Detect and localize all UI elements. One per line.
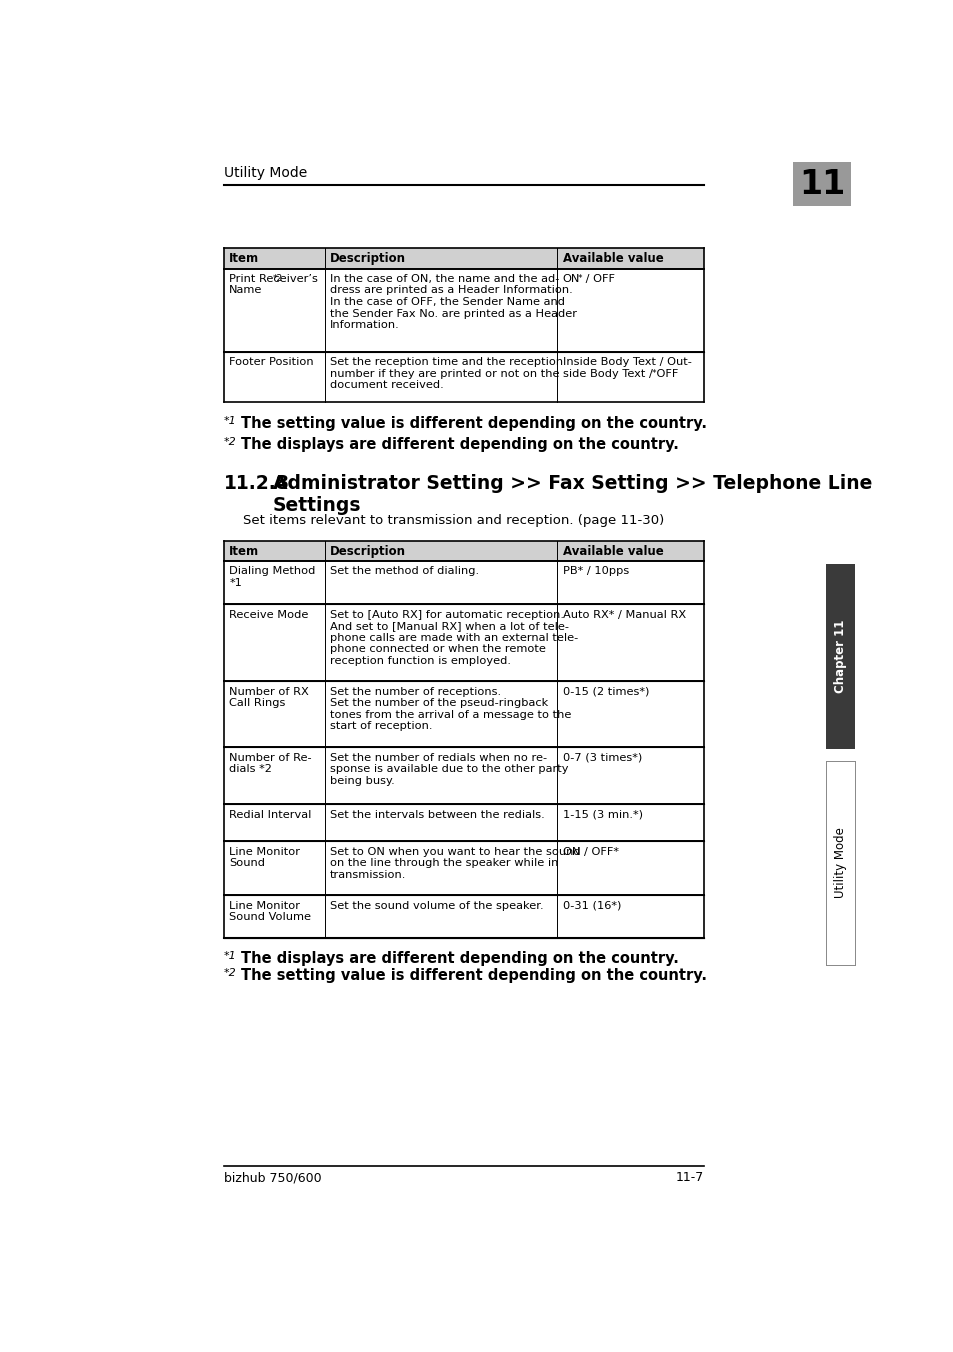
Text: Number of RX
Call Rings: Number of RX Call Rings <box>229 687 309 708</box>
FancyBboxPatch shape <box>825 761 855 964</box>
Text: Set the sound volume of the speaker.: Set the sound volume of the speaker. <box>330 900 543 911</box>
Text: *1: *1 <box>224 415 236 426</box>
Text: *: * <box>578 274 582 283</box>
Text: Set the intervals between the redials.: Set the intervals between the redials. <box>330 810 544 819</box>
Text: 11-7: 11-7 <box>676 1171 703 1184</box>
Text: PB* / 10pps: PB* / 10pps <box>562 566 628 576</box>
Text: *2: *2 <box>224 437 236 448</box>
Text: Set the number of receptions.
Set the number of the pseud-ringback
tones from th: Set the number of receptions. Set the nu… <box>330 687 571 731</box>
Text: Set to [Auto RX] for automatic reception.
And set to [Manual RX] when a lot of t: Set to [Auto RX] for automatic reception… <box>330 610 578 667</box>
Text: 11.2.8: 11.2.8 <box>224 475 290 493</box>
FancyBboxPatch shape <box>793 162 850 206</box>
Text: Footer Position: Footer Position <box>229 357 314 366</box>
Text: Utility Mode: Utility Mode <box>224 166 307 180</box>
Text: Inside Body Text / Out-
side Body Text / OFF: Inside Body Text / Out- side Body Text /… <box>562 357 691 379</box>
Text: Receive Mode: Receive Mode <box>229 610 309 619</box>
Text: / OFF: / OFF <box>581 274 615 284</box>
Text: The setting value is different depending on the country.: The setting value is different depending… <box>241 415 706 430</box>
Text: 0-15 (2 times*): 0-15 (2 times*) <box>562 687 648 696</box>
Text: Available value: Available value <box>562 545 662 557</box>
Text: 0-7 (3 times*): 0-7 (3 times*) <box>562 753 641 763</box>
Text: The displays are different depending on the country.: The displays are different depending on … <box>241 950 679 965</box>
Text: *2: *2 <box>273 274 282 283</box>
Text: Chapter 11: Chapter 11 <box>834 621 846 694</box>
Text: Description: Description <box>330 251 406 265</box>
Text: *1: *1 <box>224 950 236 961</box>
Text: Item: Item <box>229 251 259 265</box>
Text: The setting value is different depending on the country.: The setting value is different depending… <box>241 968 706 983</box>
Text: Available value: Available value <box>562 251 662 265</box>
FancyBboxPatch shape <box>224 249 703 269</box>
Text: bizhub 750/600: bizhub 750/600 <box>224 1171 321 1184</box>
Text: Redial Interval: Redial Interval <box>229 810 312 819</box>
Text: ON: ON <box>562 274 579 284</box>
Text: 11: 11 <box>799 168 844 201</box>
Text: Item: Item <box>229 545 259 557</box>
Text: *2: *2 <box>224 968 236 977</box>
Text: Print Receiver’s
Name: Print Receiver’s Name <box>229 274 318 296</box>
Text: Set the method of dialing.: Set the method of dialing. <box>330 566 478 576</box>
Text: Set the number of redials when no re-
sponse is available due to the other party: Set the number of redials when no re- sp… <box>330 753 568 786</box>
Text: Set the reception time and the reception
number if they are printed or not on th: Set the reception time and the reception… <box>330 357 562 391</box>
Text: ON / OFF*: ON / OFF* <box>562 846 618 857</box>
Text: In the case of ON, the name and the ad-
dress are printed as a Header Informatio: In the case of ON, the name and the ad- … <box>330 274 577 330</box>
FancyBboxPatch shape <box>224 541 703 561</box>
Text: The displays are different depending on the country.: The displays are different depending on … <box>241 437 679 452</box>
FancyBboxPatch shape <box>825 564 855 749</box>
Text: Description: Description <box>330 545 406 557</box>
Text: Dialing Method
*1: Dialing Method *1 <box>229 566 315 588</box>
Text: 1-15 (3 min.*): 1-15 (3 min.*) <box>562 810 642 819</box>
Text: Line Monitor
Sound: Line Monitor Sound <box>229 846 300 868</box>
Text: Line Monitor
Sound Volume: Line Monitor Sound Volume <box>229 900 311 922</box>
Text: Administrator Setting >> Fax Setting >> Telephone Line
Settings: Administrator Setting >> Fax Setting >> … <box>273 475 871 515</box>
Text: Set to ON when you want to hear the sound
on the line through the speaker while : Set to ON when you want to hear the soun… <box>330 846 580 880</box>
Text: Set items relevant to transmission and reception. (page 11-30): Set items relevant to transmission and r… <box>243 514 664 527</box>
Text: *: * <box>651 369 656 377</box>
Text: 0-31 (16*): 0-31 (16*) <box>562 900 620 911</box>
Text: Number of Re-
dials *2: Number of Re- dials *2 <box>229 753 312 775</box>
Text: Utility Mode: Utility Mode <box>834 827 846 898</box>
Text: Auto RX* / Manual RX: Auto RX* / Manual RX <box>562 610 685 619</box>
